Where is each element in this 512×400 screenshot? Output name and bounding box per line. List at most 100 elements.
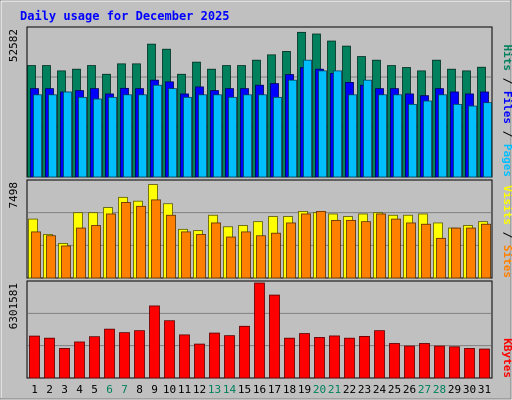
bar-sites-day-24 — [376, 213, 386, 279]
bar-pages-day-17 — [273, 96, 282, 178]
x-tick-label: 18 — [283, 383, 296, 396]
bar-pages-day-29 — [453, 103, 462, 178]
x-tick-label: 8 — [136, 383, 143, 396]
x-tick-label: 24 — [373, 383, 387, 396]
bar-sites-day-11 — [181, 231, 191, 279]
bar-kbytes-day-30 — [464, 348, 475, 379]
bar-sites-day-3 — [61, 245, 71, 279]
bar-sites-day-12 — [196, 234, 206, 279]
bar-pages-day-16 — [258, 94, 267, 178]
bar-pages-day-6 — [108, 96, 117, 178]
x-tick-label: 11 — [178, 383, 191, 396]
x-tick-label: 2 — [46, 383, 53, 396]
bar-sites-day-13 — [211, 222, 221, 279]
x-tick-label: 19 — [298, 383, 311, 396]
x-tick-label: 21 — [328, 383, 341, 396]
bar-kbytes-day-17 — [269, 294, 280, 379]
x-tick-label: 16 — [253, 383, 266, 396]
x-tick-label: 22 — [343, 383, 356, 396]
x-tick-label: 3 — [61, 383, 68, 396]
bar-kbytes-day-21 — [329, 335, 340, 379]
bar-kbytes-day-19 — [299, 333, 310, 379]
bar-kbytes-day-23 — [359, 335, 370, 379]
bar-pages-day-18 — [288, 79, 297, 178]
bar-sites-day-19 — [301, 213, 311, 279]
bar-pages-day-27 — [423, 100, 432, 178]
x-tick-label: 29 — [448, 383, 461, 396]
bar-kbytes-day-27 — [419, 343, 430, 379]
x-tick-label: 6 — [106, 383, 113, 396]
bar-sites-day-4 — [76, 227, 86, 279]
bar-sites-day-16 — [256, 235, 266, 279]
bar-sites-day-21 — [331, 219, 341, 279]
bar-pages-day-24 — [378, 94, 387, 178]
panel-hits-max-label: 52582 — [7, 29, 20, 62]
x-tick-label: 7 — [121, 383, 128, 396]
bar-sites-day-28 — [436, 237, 446, 279]
bar-pages-day-21 — [333, 70, 342, 178]
legend-item-hits: Hits — [501, 45, 512, 72]
bar-sites-day-10 — [166, 214, 176, 279]
bar-sites-day-17 — [271, 232, 281, 279]
bar-pages-day-31 — [483, 102, 492, 178]
bar-pages-day-14 — [228, 96, 237, 178]
bar-pages-day-5 — [93, 98, 102, 178]
legend-separator: / — [501, 124, 512, 144]
panel-kbytes-max-label: 6301581 — [7, 283, 20, 329]
x-tick-label: 30 — [463, 383, 476, 396]
bar-sites-day-6 — [106, 213, 116, 279]
x-tick-label: 17 — [268, 383, 281, 396]
x-tick-label: 5 — [91, 383, 98, 396]
bar-pages-day-9 — [153, 84, 162, 178]
bar-sites-day-18 — [286, 222, 296, 279]
bar-pages-day-13 — [213, 94, 222, 178]
bar-sites-day-15 — [241, 231, 251, 279]
bar-kbytes-day-22 — [344, 337, 355, 379]
x-tick-label: 1 — [31, 383, 38, 396]
bar-kbytes-day-16 — [254, 282, 265, 379]
bar-kbytes-day-10 — [164, 320, 175, 379]
legend-item-sites: Sites — [501, 245, 512, 278]
bar-kbytes-day-8 — [134, 330, 145, 379]
x-tick-label: 10 — [163, 383, 176, 396]
bar-kbytes-day-11 — [179, 334, 190, 379]
bar-pages-day-30 — [468, 105, 477, 178]
x-tick-label: 28 — [433, 383, 446, 396]
panel-visits-max-label: 7498 — [7, 182, 20, 209]
bar-sites-day-22 — [346, 219, 356, 279]
bar-sites-day-29 — [451, 227, 461, 279]
bar-pages-day-7 — [123, 94, 132, 178]
x-tick-label: 4 — [76, 383, 83, 396]
bar-kbytes-day-31 — [479, 348, 490, 379]
bar-kbytes-day-7 — [119, 332, 130, 379]
bar-pages-day-25 — [393, 94, 402, 178]
x-tick-label: 14 — [223, 383, 237, 396]
x-tick-label: 25 — [388, 383, 401, 396]
x-tick-label: 12 — [193, 383, 206, 396]
x-tick-label: 23 — [358, 383, 371, 396]
legend-item-pages: Pages — [501, 144, 512, 177]
bar-kbytes-day-9 — [149, 305, 160, 379]
x-tick-label: 15 — [238, 383, 251, 396]
bar-kbytes-day-3 — [59, 348, 70, 379]
bar-kbytes-day-20 — [314, 337, 325, 379]
bar-pages-day-4 — [78, 96, 87, 178]
panel-visits-legend: Visits / Sites — [501, 185, 512, 278]
bar-pages-day-15 — [243, 94, 252, 178]
bar-sites-day-20 — [316, 211, 326, 279]
x-tick-label: 26 — [403, 383, 416, 396]
bar-pages-day-8 — [138, 94, 147, 178]
bar-pages-day-22 — [348, 94, 357, 178]
bar-kbytes-day-1 — [29, 335, 40, 379]
bar-kbytes-day-24 — [374, 330, 385, 379]
x-tick-label: 20 — [313, 383, 326, 396]
bar-sites-day-9 — [151, 199, 161, 279]
bar-kbytes-day-29 — [449, 346, 460, 379]
bar-sites-day-14 — [226, 236, 236, 279]
x-tick-label: 31 — [478, 383, 491, 396]
bar-kbytes-day-18 — [284, 337, 295, 379]
bar-kbytes-day-28 — [434, 345, 445, 379]
bar-pages-day-11 — [183, 96, 192, 178]
panel-kbytes-legend: KBytes — [501, 338, 512, 378]
